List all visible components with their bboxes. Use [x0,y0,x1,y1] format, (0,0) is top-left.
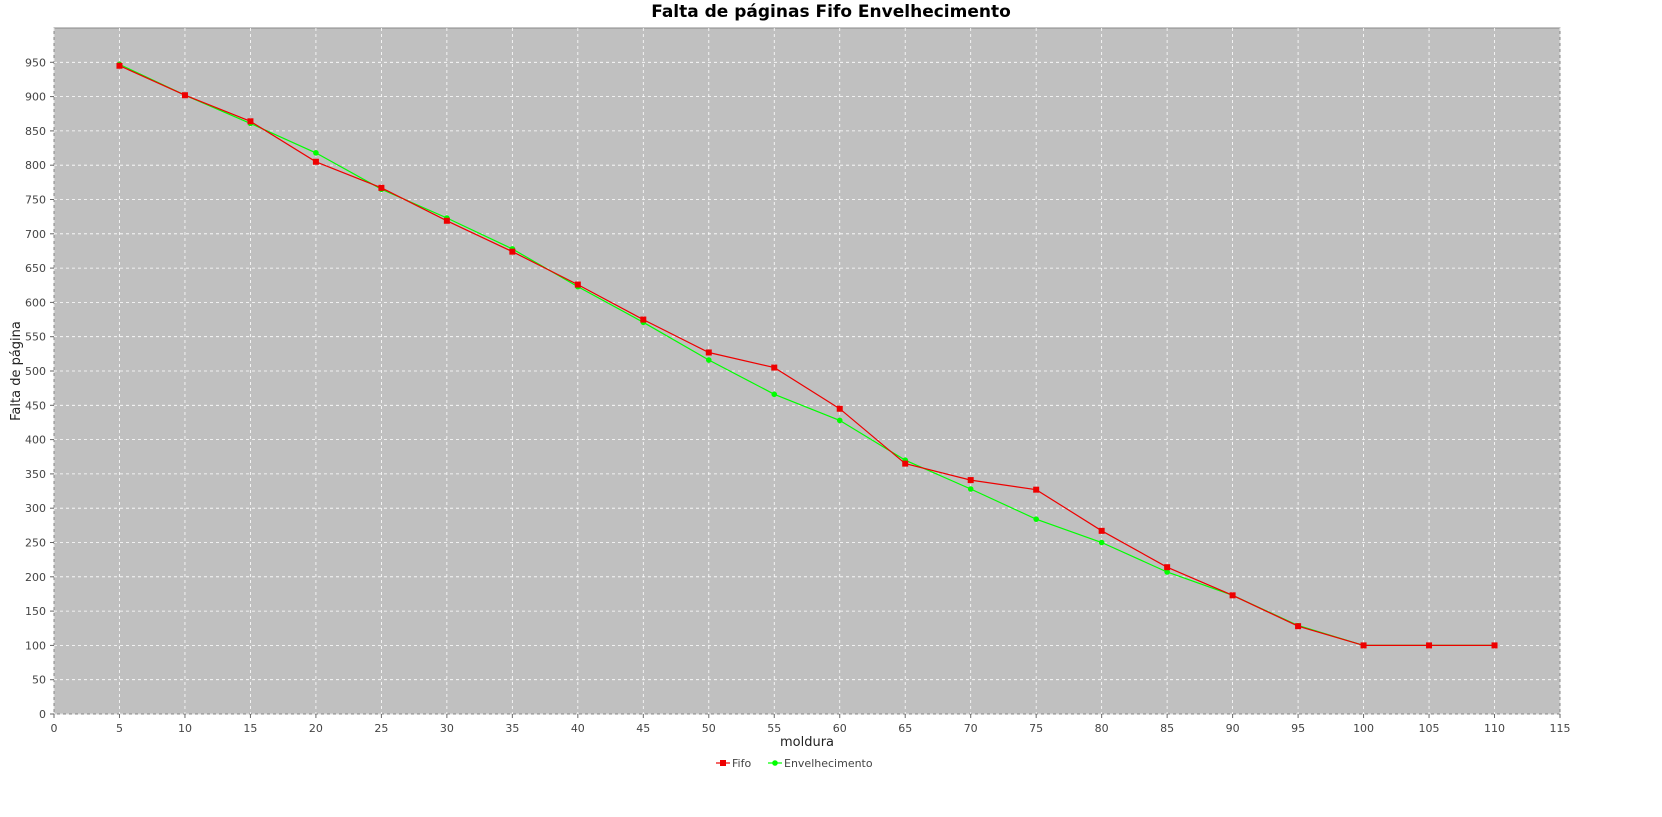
data-point [443,217,450,224]
y-tick-label: 850 [25,125,46,138]
data-point [1033,486,1040,493]
y-tick-label: 450 [25,399,46,412]
x-tick-label: 20 [309,722,323,735]
x-tick-label: 10 [178,722,192,735]
y-tick-label: 200 [25,571,46,584]
data-point [181,92,188,99]
y-tick-label: 700 [25,228,46,241]
y-axis-label: Falta de página [9,321,24,421]
x-tick-label: 0 [51,722,58,735]
y-tick-label: 800 [25,159,46,172]
data-point [640,316,647,323]
data-point [967,477,974,484]
y-tick-label: 300 [25,502,46,515]
x-tick-label: 30 [440,722,454,735]
series-line [119,65,1495,647]
y-tick-label: 100 [25,639,46,652]
data-point [1033,516,1039,522]
x-tick-label: 70 [964,722,978,735]
x-tick-label: 95 [1291,722,1305,735]
x-tick-label: 65 [898,722,912,735]
data-point [313,150,319,156]
series-fifo [116,62,1498,649]
y-tick-label: 0 [39,708,46,721]
x-tick-label: 15 [243,722,257,735]
data-point [967,486,974,492]
data-point [771,391,778,398]
data-point [705,357,712,363]
y-tick-label: 150 [25,605,46,618]
x-tick-label: 5 [116,722,123,735]
data-point [836,405,843,412]
gridlines [53,28,1561,715]
x-tick-label: 45 [636,722,650,735]
x-tick-label: 60 [833,722,847,735]
y-tick-label: 650 [25,262,46,275]
legend-item-fifo: Fifo [716,757,751,770]
legend-label: Envelhecimento [784,757,873,770]
y-tick-label: 350 [25,468,46,481]
legend-marker [772,760,778,766]
data-point [836,417,843,424]
data-point [1098,539,1105,546]
data-point [509,248,516,255]
y-tick-label: 600 [25,296,46,309]
x-tick-label: 105 [1419,722,1440,735]
x-tick-label: 25 [374,722,388,735]
y-tick-label: 50 [32,674,46,687]
data-point [902,460,909,467]
y-tick-label: 950 [25,56,46,69]
data-point [1426,642,1433,649]
data-point [1164,564,1171,571]
series-layer [116,61,1498,649]
data-point [771,364,778,371]
data-point [378,184,385,191]
x-tick-label: 100 [1353,722,1374,735]
y-tick-label: 550 [25,331,46,344]
y-tick-label: 500 [25,365,46,378]
y-tick-label: 250 [25,537,46,550]
data-point [1491,642,1498,649]
data-point [247,118,254,125]
x-tick-label: 40 [571,722,585,735]
x-tick-label: 50 [702,722,716,735]
x-tick-label: 75 [1029,722,1043,735]
legend-item-envelhecimento: Envelhecimento [768,757,873,770]
data-point [705,349,712,356]
x-tick-label: 110 [1484,722,1505,735]
x-tick-label: 85 [1160,722,1174,735]
data-point [574,281,581,288]
data-point [1098,527,1105,534]
y-tick-label: 750 [25,194,46,207]
data-point [1295,623,1302,630]
legend-label: Fifo [732,757,751,770]
chart-title: Falta de páginas Fifo Envelhecimento [651,2,1011,22]
y-tick-label: 900 [25,91,46,104]
legend-marker [720,760,726,766]
x-tick-label: 80 [1095,722,1109,735]
x-axis-label: moldura [780,735,834,750]
y-tick-label: 400 [25,434,46,447]
data-point [1229,592,1236,599]
x-tick-label: 90 [1226,722,1240,735]
data-point [1164,569,1170,575]
x-tick-label: 35 [505,722,519,735]
data-point [116,62,123,69]
data-point [1360,642,1367,649]
x-tick-label: 55 [767,722,781,735]
data-point [312,158,319,165]
x-tick-label: 115 [1550,722,1571,735]
legend: Fifo Envelhecimento [716,757,873,770]
y-axis: 0 50 100 150 200 250 300 350 400 450 500 550 600 650 7… [25,56,54,721]
x-axis: 0 5 10 15 20 25 30 35 40 45 50 55 60 65 70 75 80 85 90 95 10… [51,714,1571,735]
